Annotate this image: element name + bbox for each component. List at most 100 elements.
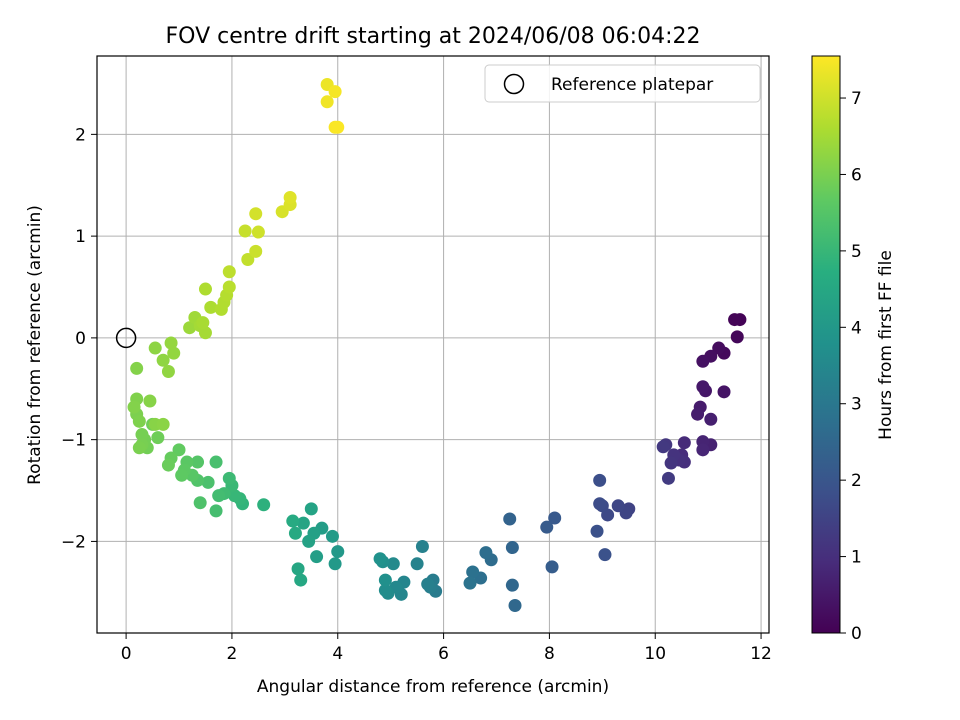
legend-box [484, 64, 761, 103]
data-point [691, 407, 705, 421]
data-point [704, 412, 718, 426]
data-point [151, 431, 165, 445]
data-point [148, 341, 162, 355]
data-point [132, 441, 146, 455]
data-point [730, 330, 744, 344]
data-point [410, 557, 424, 571]
data-point [222, 280, 236, 294]
y-tick-label: 0 [75, 329, 86, 349]
data-point [320, 95, 334, 109]
data-point [328, 557, 342, 571]
data-point [728, 313, 742, 327]
data-point [503, 512, 517, 526]
colorbar-tick-label: 7 [851, 89, 862, 109]
data-point [331, 545, 345, 559]
data-point [198, 282, 212, 296]
x-tick-label: 2 [227, 644, 238, 664]
colorbar-tick-label: 0 [851, 624, 862, 644]
y-tick-label: 1 [75, 227, 86, 247]
data-point [696, 354, 710, 368]
data-point [386, 557, 400, 571]
colorbar-ticks: 0 1 2 3 4 5 6 7 [840, 89, 862, 644]
y-tick-label: −2 [61, 532, 86, 552]
data-point [209, 504, 223, 518]
legend-entry-reference-platepar: Reference platepar [551, 75, 713, 95]
reference-platepar-marker [115, 327, 137, 349]
data-point [378, 583, 392, 597]
data-point [183, 321, 197, 335]
data-points [127, 77, 747, 613]
x-tick-label: 10 [644, 644, 666, 664]
data-point [257, 498, 271, 512]
data-point [196, 316, 210, 330]
data-point [238, 224, 252, 238]
data-point [156, 353, 170, 367]
data-point [466, 565, 480, 579]
data-point [135, 428, 149, 442]
data-point [251, 225, 265, 239]
data-point [712, 341, 726, 355]
x-axis-ticks: 0 2 4 6 8 10 12 [121, 633, 772, 664]
data-point [212, 489, 226, 503]
data-point [479, 546, 493, 560]
data-point [508, 599, 522, 613]
colorbar: 0 1 2 3 4 5 6 7 Hours from first FF file [811, 55, 896, 644]
data-point [463, 576, 477, 590]
data-point [656, 440, 670, 454]
data-point [204, 300, 218, 314]
data-point [201, 475, 215, 489]
colorbar-tick-label: 1 [851, 548, 862, 568]
x-tick-label: 0 [121, 644, 132, 664]
x-tick-label: 6 [438, 644, 449, 664]
data-point [283, 190, 297, 204]
y-axis-ticks: −2 −1 0 1 2 [61, 125, 97, 552]
data-point [325, 529, 339, 543]
data-point [161, 458, 175, 472]
plot-frame [96, 55, 770, 634]
data-point [302, 534, 316, 548]
data-point [696, 443, 710, 457]
data-point [373, 552, 387, 566]
data-point [209, 455, 223, 469]
data-point [249, 207, 263, 221]
data-point [593, 497, 607, 511]
data-point [143, 394, 157, 408]
data-point [717, 385, 731, 399]
data-point [677, 436, 691, 450]
data-point [222, 265, 236, 279]
data-point [164, 336, 178, 350]
data-point [611, 499, 625, 513]
data-point [294, 573, 308, 587]
data-point [415, 540, 429, 554]
data-point [598, 548, 612, 562]
colorbar-gradient [811, 55, 841, 634]
legend-marker [503, 73, 525, 95]
y-tick-label: −1 [61, 431, 86, 451]
x-tick-label: 12 [750, 644, 772, 664]
colorbar-tick-label: 5 [851, 242, 862, 262]
data-point [661, 471, 675, 485]
data-point [286, 514, 300, 528]
grid-lines [97, 56, 769, 633]
x-tick-label: 8 [544, 644, 555, 664]
colorbar-label: Hours from first FF file [876, 250, 896, 440]
data-point [167, 346, 181, 360]
legend: Reference platepar [484, 64, 761, 103]
data-point [132, 414, 146, 428]
data-point [664, 456, 678, 470]
data-point [590, 524, 604, 538]
data-point [249, 244, 263, 258]
data-point [378, 573, 392, 587]
data-point [288, 526, 302, 540]
data-point [310, 550, 324, 564]
colorbar-tick-label: 6 [851, 165, 862, 185]
data-point [127, 400, 141, 414]
data-point [156, 417, 170, 431]
data-point [304, 502, 318, 516]
data-point [540, 520, 554, 534]
x-axis-label: Angular distance from reference (arcmin) [257, 677, 609, 697]
data-point [328, 85, 342, 99]
chart-title: FOV centre drift starting at 2024/06/08 … [166, 24, 701, 49]
data-point [130, 361, 144, 375]
